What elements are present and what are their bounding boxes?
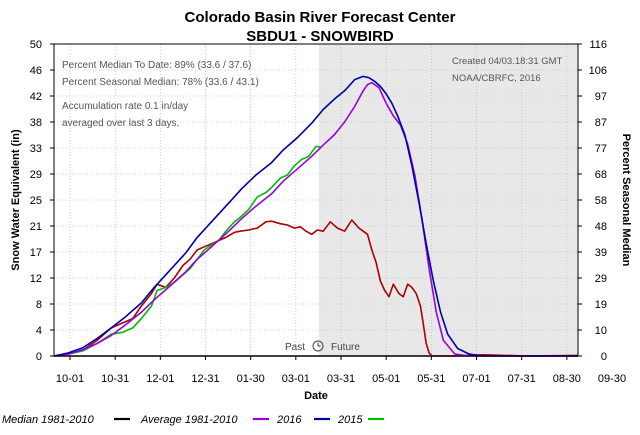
x-tick-label: 05-31 (417, 373, 445, 385)
y-tick-label: 8 (36, 299, 42, 311)
x-tick-label: 01-30 (237, 373, 265, 385)
y-axis-label-right: Percent Seasonal Median (620, 134, 632, 267)
future-label: Future (331, 342, 360, 353)
y-tick-label-right: 48 (595, 221, 607, 233)
y-tick-label-right: 10 (595, 325, 607, 337)
annotation-percent-median: Percent Median To Date: 89% (33.6 / 37.6… (62, 60, 251, 71)
y-tick-label: 42 (30, 91, 42, 103)
y-tick-label-right: 58 (595, 195, 607, 207)
legend-label-3: 2015 (337, 414, 363, 426)
legend: Median 1981-2010 Average 1981-2010 2016 201… (2, 414, 384, 426)
x-tick-label: 12-31 (191, 373, 219, 385)
x-tick-label: 08-30 (553, 373, 581, 385)
y-tick-label-right: 77 (595, 143, 607, 155)
x-axis-label: Date (304, 390, 328, 402)
y-tick-label-right: 97 (595, 91, 607, 103)
chart-title: Colorado Basin River Forecast Center (185, 9, 456, 26)
y-tick-label-right: 39 (595, 247, 607, 259)
legend-label-0: Median 1981-2010 (2, 414, 95, 426)
chart-subtitle: SBDU1 - SNOWBIRD (246, 28, 394, 45)
x-tick-label: 07-01 (462, 373, 490, 385)
annotation-accum-window: averaged over last 3 days. (62, 118, 179, 129)
y-tick-label: 0 (36, 351, 42, 363)
axes: 0 0 4 10 8 19 12 29 17 39 21 48 25 58 29 68 33 77 38 87 42 97… (30, 39, 626, 385)
x-tick-label: 05-01 (372, 373, 400, 385)
y-tick-label: 46 (30, 65, 42, 77)
x-tick-label: 09-30 (598, 373, 626, 385)
y-tick-label-right: 19 (595, 299, 607, 311)
y-tick-label: 38 (30, 117, 42, 129)
y-tick-label-right: 116 (589, 39, 607, 51)
y-tick-label: 50 (30, 39, 42, 51)
y-axis-label: Snow Water Equivalent (in) (10, 129, 22, 271)
x-tick-label: 03-31 (327, 373, 355, 385)
y-tick-label-right: 87 (595, 117, 607, 129)
series-line-2 (53, 75, 578, 357)
x-tick-label: 07-31 (508, 373, 536, 385)
x-tick-label: 12-01 (146, 373, 174, 385)
y-tick-label-right: 0 (601, 351, 607, 363)
legend-label-2: 2016 (276, 414, 302, 426)
y-tick-label-right: 106 (589, 65, 607, 77)
x-tick-label: 10-31 (101, 373, 129, 385)
series-line-4 (53, 219, 579, 357)
annotation-source: NOAA/CBRFC, 2016 (452, 73, 541, 84)
x-tick-label: 10-01 (56, 373, 84, 385)
y-tick-label-right: 29 (595, 273, 607, 285)
y-tick-label: 17 (30, 247, 42, 259)
y-tick-label: 21 (30, 221, 42, 233)
y-tick-label: 29 (30, 169, 42, 181)
past-label: Past (285, 342, 305, 353)
y-tick-label: 12 (30, 273, 42, 285)
y-tick-label: 4 (36, 325, 42, 337)
annotation-percent-seasonal: Percent Seasonal Median: 78% (33.6 / 43.… (62, 77, 259, 88)
annotation-accum-rate: Accumulation rate 0.1 in/day (62, 101, 188, 112)
y-tick-label: 25 (30, 195, 42, 207)
annotation-created: Created 04/03.18:31 GMT (452, 56, 563, 67)
legend-label-1: Average 1981-2010 (140, 414, 238, 426)
clock-icon (312, 340, 324, 352)
series-line-3 (53, 145, 321, 357)
plot-frame (53, 43, 579, 357)
y-tick-label: 33 (30, 143, 42, 155)
x-tick-label: 03-01 (282, 373, 310, 385)
y-tick-label-right: 68 (595, 169, 607, 181)
